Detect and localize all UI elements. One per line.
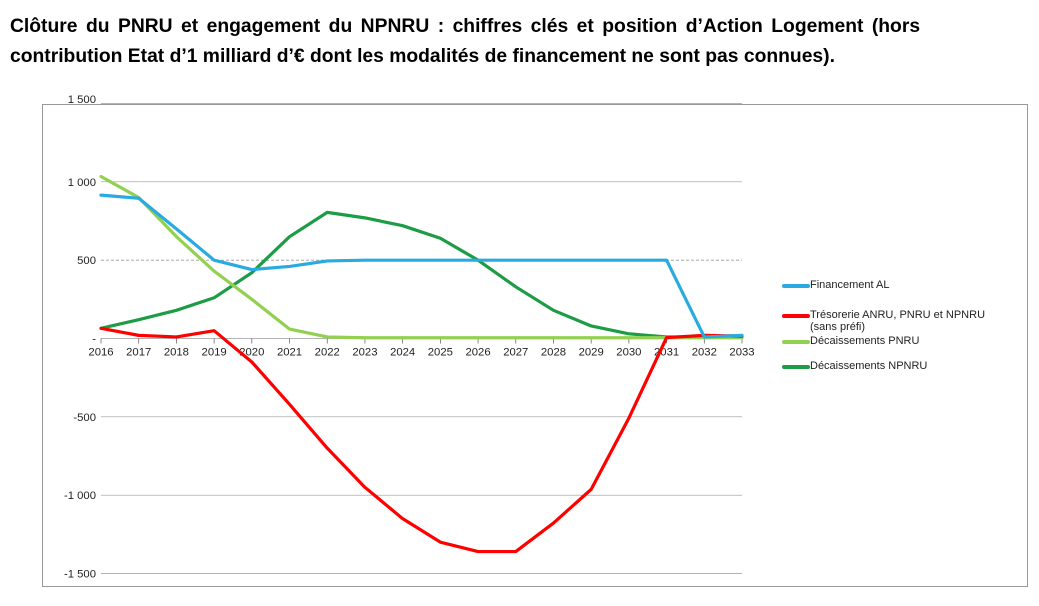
svg-text:2028: 2028 xyxy=(541,347,566,359)
svg-text:2019: 2019 xyxy=(202,347,227,359)
svg-text:2027: 2027 xyxy=(503,347,528,359)
svg-text:-500: -500 xyxy=(73,412,96,424)
svg-text:2025: 2025 xyxy=(428,347,453,359)
svg-text:500: 500 xyxy=(77,255,96,267)
svg-text:2021: 2021 xyxy=(277,347,302,359)
svg-text:2018: 2018 xyxy=(164,347,189,359)
svg-text:-1 000: -1 000 xyxy=(64,490,96,502)
svg-text:1 000: 1 000 xyxy=(68,177,96,189)
svg-text:2029: 2029 xyxy=(579,347,604,359)
svg-text:2023: 2023 xyxy=(352,347,377,359)
svg-text:-1 500: -1 500 xyxy=(64,569,96,581)
svg-text:2024: 2024 xyxy=(390,347,415,359)
svg-text:2016: 2016 xyxy=(88,347,113,359)
svg-text:2017: 2017 xyxy=(126,347,151,359)
svg-text:-: - xyxy=(92,334,96,346)
svg-text:2032: 2032 xyxy=(692,347,717,359)
svg-text:2030: 2030 xyxy=(616,347,641,359)
svg-text:2022: 2022 xyxy=(315,347,340,359)
svg-text:2026: 2026 xyxy=(465,347,490,359)
svg-text:2033: 2033 xyxy=(729,347,754,359)
